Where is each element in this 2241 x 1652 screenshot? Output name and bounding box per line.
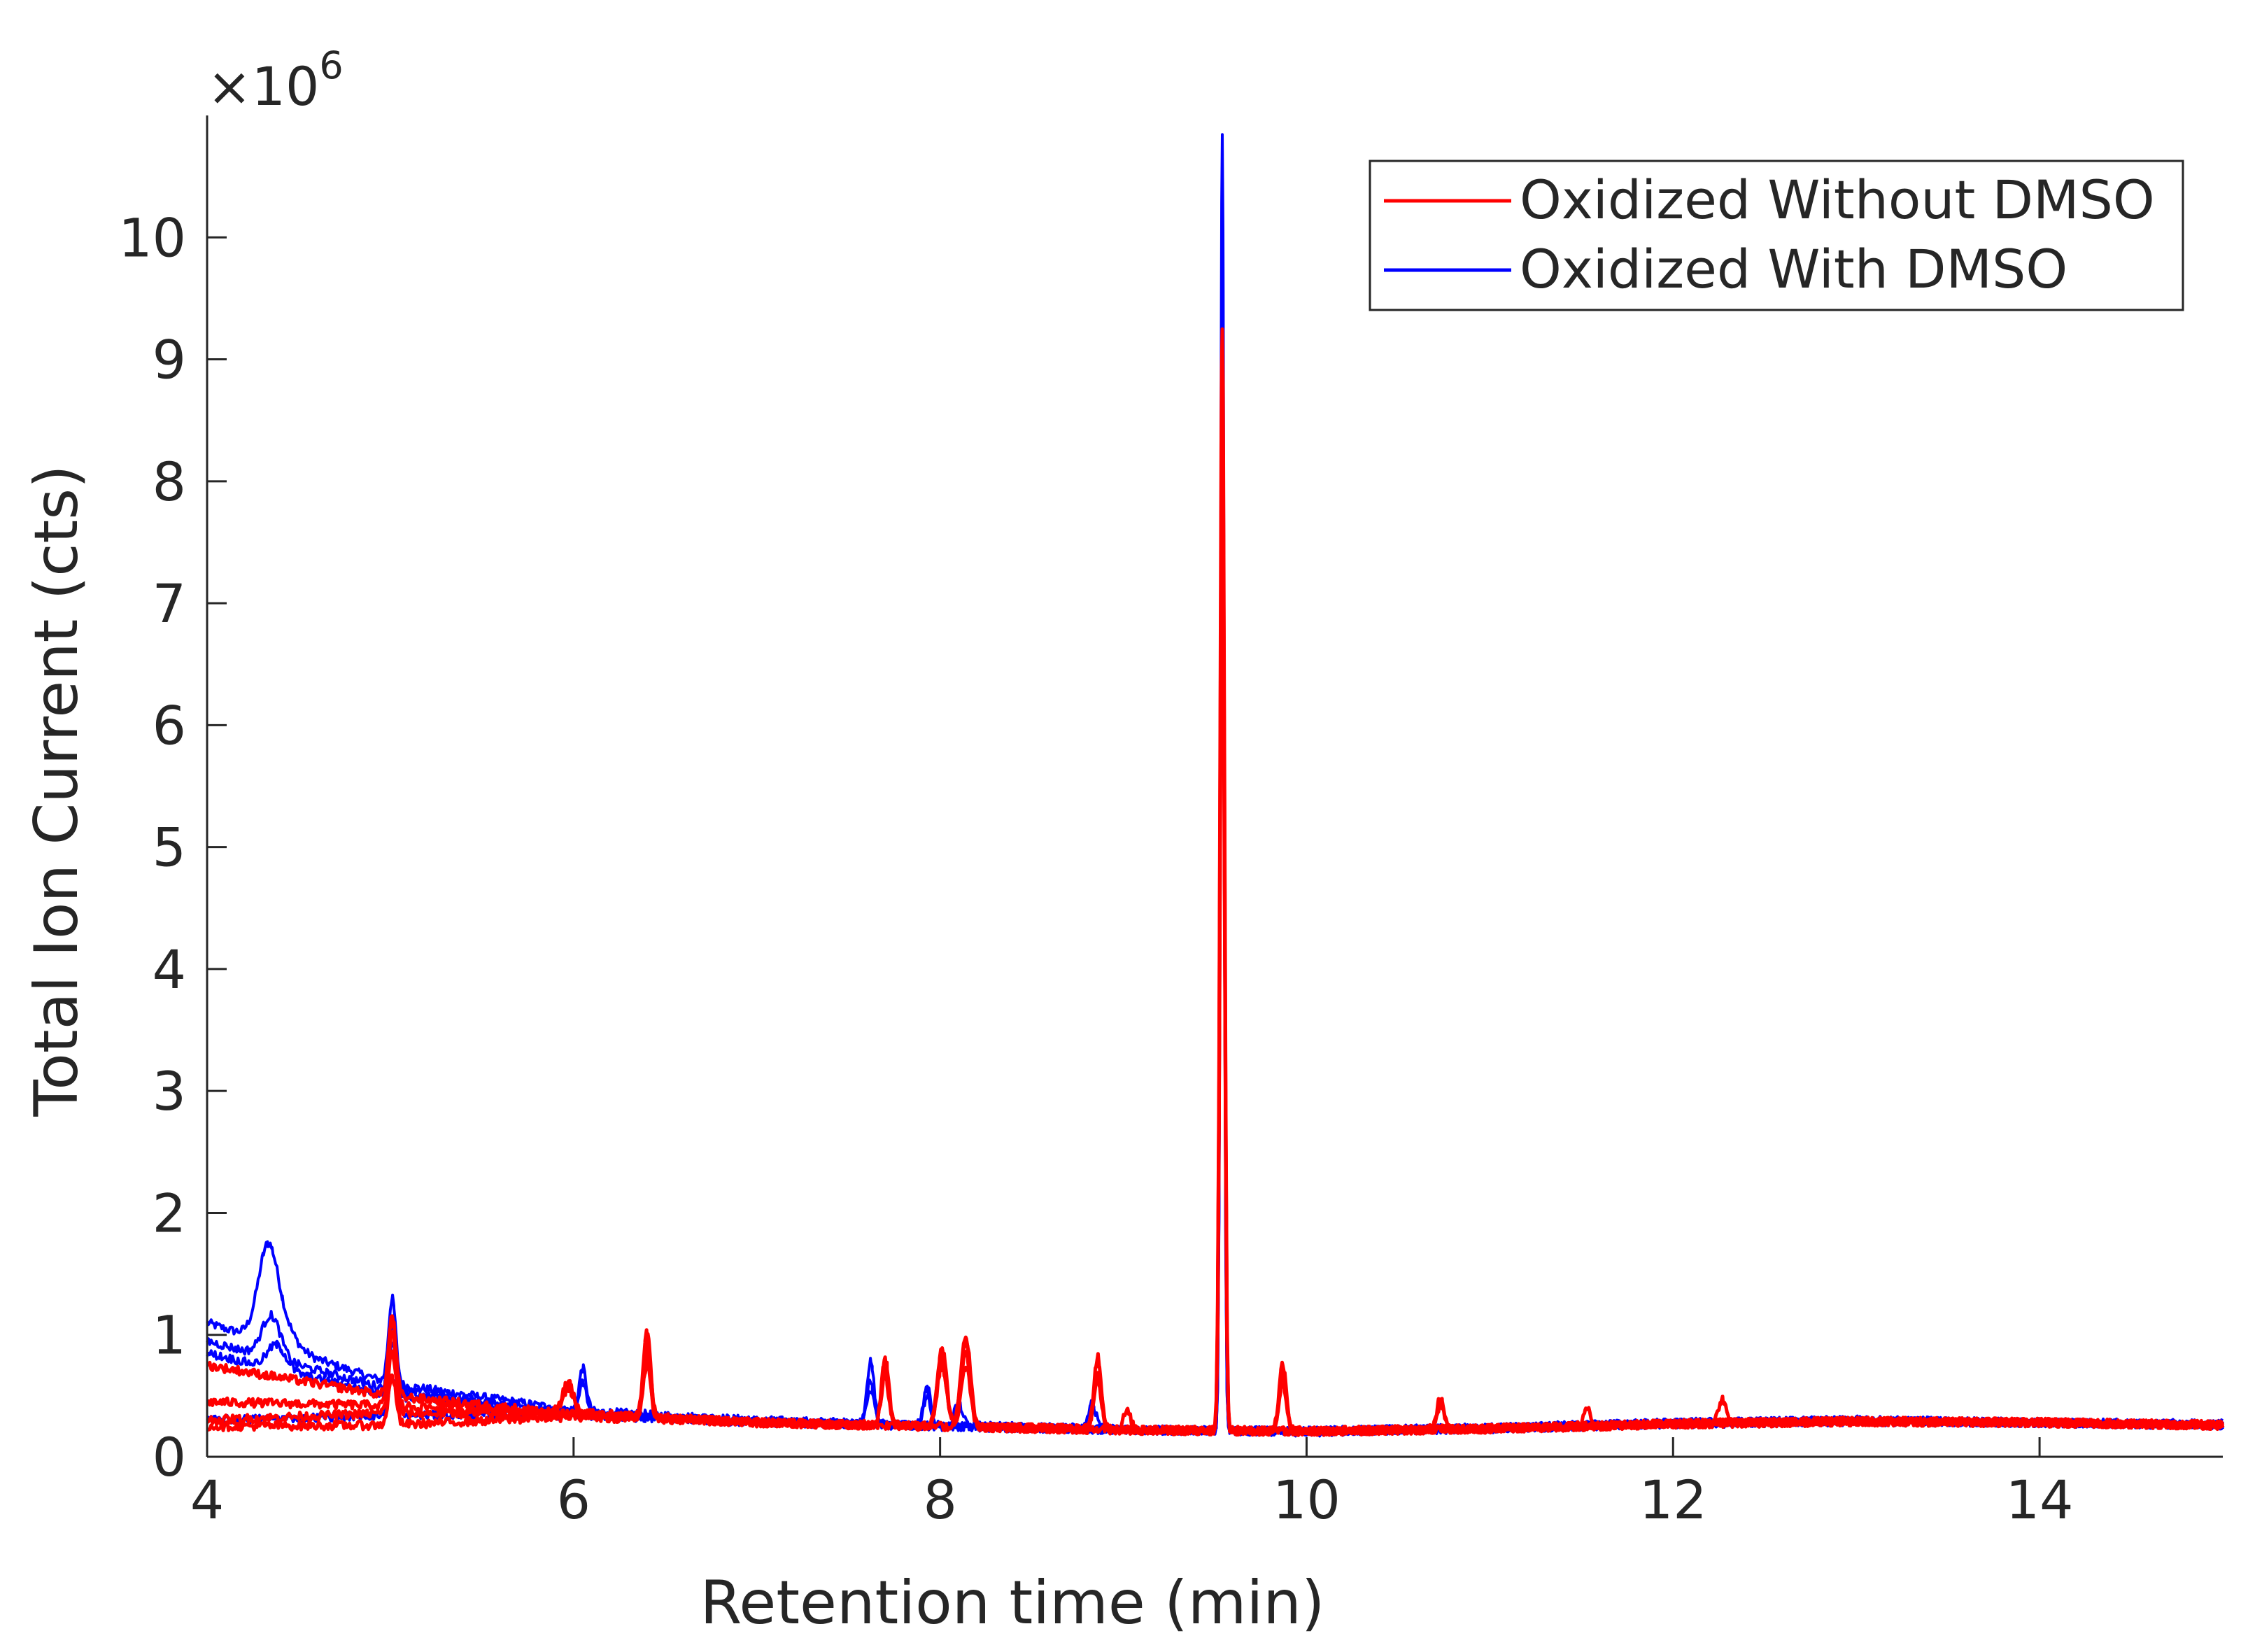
legend-label-without-dmso: Oxidized Without DMSO (1520, 169, 2155, 231)
x-tick-label: 14 (2006, 1469, 2074, 1531)
y-tick-label: 3 (153, 1060, 186, 1122)
y-tick-label: 0 (153, 1426, 186, 1488)
y-ticks: 0 1 2 3 4 5 6 7 8 9 10 (118, 206, 227, 1488)
legend-label-with-dmso: Oxidized With DMSO (1520, 238, 2067, 300)
y-tick-label: 9 (153, 329, 186, 391)
x-tick-label: 8 (923, 1469, 956, 1531)
series-oxidized-without-dmso-trace-4 (206, 512, 2225, 1437)
legend: Oxidized Without DMSO Oxidized With DMSO (1369, 160, 2184, 311)
y-tick-label: 10 (118, 206, 186, 269)
x-tick-label: 10 (1273, 1469, 1341, 1531)
y-tick-label: 5 (153, 817, 186, 879)
x-tick-label: 6 (557, 1469, 591, 1531)
y-tick-label: 4 (153, 938, 186, 1001)
y-axis-label: Total Ion Current (cts) (22, 465, 92, 1117)
x-axis-label: Retention time (min) (700, 1568, 1325, 1638)
legend-box (1369, 160, 2184, 311)
y-tick-label: 7 (153, 572, 186, 635)
y-tick-label: 2 (153, 1182, 186, 1244)
y-tick-label: 6 (153, 694, 186, 756)
series-layer (206, 133, 2225, 1438)
y-exponent-base: ×10 (207, 55, 319, 118)
x-tick-label: 12 (1639, 1469, 1707, 1531)
x-tick-label: 4 (190, 1469, 224, 1531)
y-tick-label: 1 (153, 1304, 186, 1367)
x-ticks: 4 6 8 10 12 14 (190, 1437, 2074, 1531)
y-tick-label: 8 (153, 451, 186, 513)
y-exponent-power: 6 (319, 43, 343, 87)
y-axis-exponent: ×106 (207, 43, 344, 118)
axes-layer (206, 115, 2223, 1458)
